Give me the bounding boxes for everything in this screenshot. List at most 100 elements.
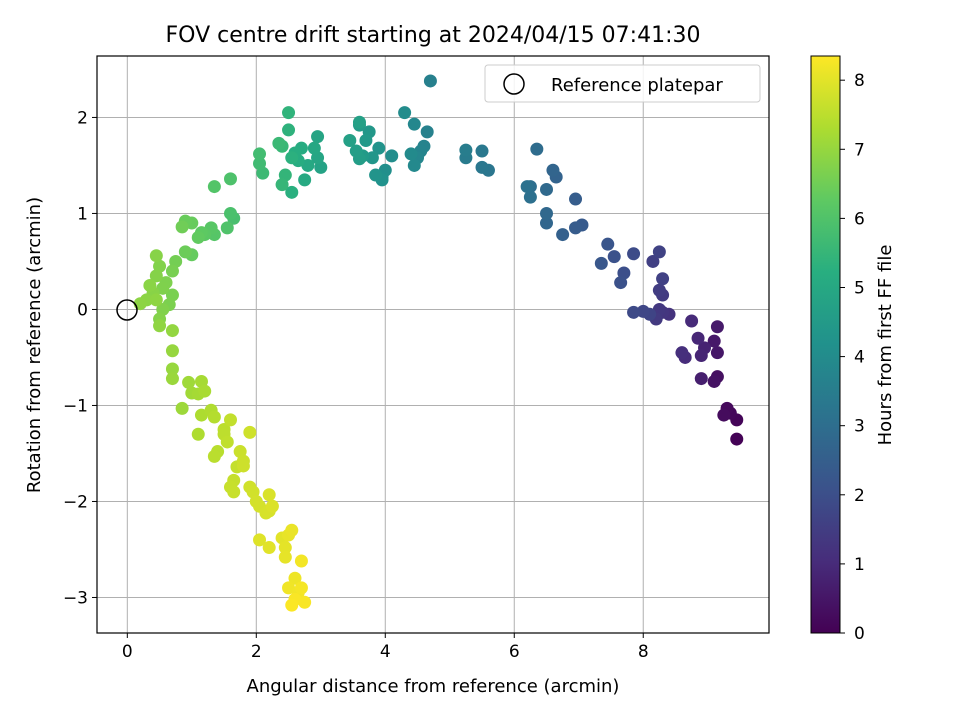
data-point	[301, 158, 315, 172]
y-tick-label: 1	[77, 204, 88, 224]
data-point	[398, 106, 412, 120]
data-point	[520, 180, 534, 194]
data-point	[359, 133, 373, 147]
x-axis-label: Angular distance from reference (arcmin)	[247, 676, 620, 697]
data-point	[569, 192, 583, 206]
data-point	[352, 115, 366, 129]
data-point	[656, 272, 670, 286]
colorbar-ticks: 0 1 2 3 4 5 6 7 8	[840, 71, 865, 644]
x-tick-label: 6	[509, 642, 520, 662]
data-point	[149, 249, 163, 263]
colorbar: 0 1 2 3 4 5 6 7 8 Hours from first FF file	[810, 55, 896, 644]
data-point	[636, 304, 650, 318]
data-point	[540, 206, 554, 220]
data-point	[594, 256, 608, 270]
data-point	[153, 319, 167, 333]
data-point	[220, 221, 234, 235]
data-point	[710, 346, 724, 360]
data-point	[523, 190, 537, 204]
data-point	[194, 408, 208, 422]
data-point	[607, 250, 621, 264]
reference-point-marker	[116, 299, 138, 321]
data-point	[143, 278, 157, 292]
colorbar-tick-label: 0	[854, 624, 865, 644]
data-point	[569, 221, 583, 235]
data-point	[404, 147, 418, 161]
data-point	[262, 541, 276, 555]
y-axis-label: Rotation from reference (arcmin)	[24, 197, 45, 493]
y-axis-ticks: −3 −2 −1 0 1 2	[63, 108, 97, 608]
data-point	[423, 74, 437, 88]
data-point	[691, 331, 705, 345]
data-point	[227, 485, 241, 499]
data-point	[343, 133, 357, 147]
data-point	[272, 136, 286, 150]
data-point	[694, 349, 708, 363]
x-tick-label: 4	[380, 642, 391, 662]
data-point	[372, 141, 386, 155]
data-point	[207, 180, 221, 194]
data-point	[285, 151, 299, 165]
x-axis-ticks: 0 2 4 6 8	[122, 633, 649, 662]
data-point	[156, 281, 170, 295]
data-point	[149, 293, 163, 307]
data-point	[707, 334, 721, 348]
data-point	[601, 237, 615, 251]
data-point	[707, 374, 721, 388]
data-point	[646, 254, 660, 268]
data-point	[540, 216, 554, 230]
data-point	[175, 220, 189, 234]
data-point	[294, 581, 308, 595]
data-point	[420, 125, 434, 139]
data-point	[207, 410, 221, 424]
data-point	[223, 172, 237, 186]
legend-marker	[503, 73, 525, 95]
data-point	[407, 117, 421, 131]
data-point	[407, 158, 421, 172]
data-point	[285, 185, 299, 199]
data-point	[207, 449, 221, 463]
data-point	[614, 276, 628, 290]
data-point	[165, 372, 179, 386]
legend-box	[484, 64, 761, 103]
colorbar-tick-label: 2	[854, 486, 865, 506]
y-tick-label: −3	[63, 588, 88, 608]
data-point	[191, 230, 205, 244]
colorbar-tick-label: 8	[854, 71, 865, 91]
data-point	[275, 178, 289, 192]
y-tick-label: −1	[63, 396, 88, 416]
data-point	[475, 160, 489, 174]
data-point	[311, 130, 325, 144]
data-point	[627, 305, 641, 319]
data-point	[149, 269, 163, 283]
data-point	[220, 435, 234, 449]
x-tick-label: 8	[638, 642, 649, 662]
data-point	[278, 550, 292, 564]
data-point	[282, 106, 296, 120]
data-point	[223, 413, 237, 427]
data-point	[546, 163, 560, 177]
data-point	[627, 247, 641, 261]
data-point	[385, 149, 399, 163]
data-point	[253, 157, 267, 171]
data-point	[694, 372, 708, 386]
data-point	[253, 533, 267, 547]
data-point	[253, 147, 267, 161]
data-point	[710, 320, 724, 334]
data-point	[730, 432, 744, 446]
colorbar-tick-label: 3	[854, 417, 865, 437]
data-point	[236, 459, 250, 473]
x-tick-label: 0	[122, 642, 133, 662]
data-point	[288, 571, 302, 585]
data-point	[307, 141, 321, 155]
colorbar-tick-label: 1	[854, 555, 865, 575]
data-point	[556, 228, 570, 242]
data-point	[223, 206, 237, 220]
data-point	[365, 151, 379, 165]
data-points	[133, 74, 744, 612]
data-point	[459, 143, 473, 157]
data-point	[652, 283, 666, 297]
legend: Reference platepar	[484, 64, 761, 103]
plot-frame	[96, 55, 770, 634]
